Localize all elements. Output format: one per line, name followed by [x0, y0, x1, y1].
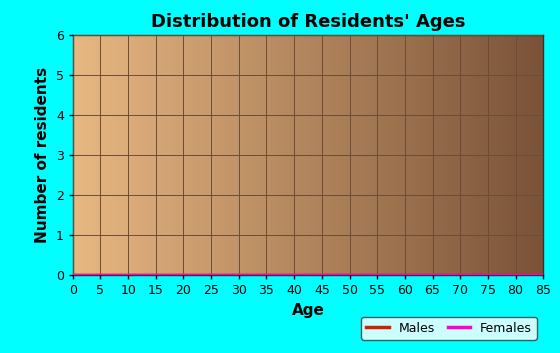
Y-axis label: Number of residents: Number of residents — [35, 67, 50, 243]
Legend: Males, Females: Males, Females — [361, 317, 537, 340]
X-axis label: Age: Age — [292, 303, 324, 318]
Title: Distribution of Residents' Ages: Distribution of Residents' Ages — [151, 13, 465, 31]
